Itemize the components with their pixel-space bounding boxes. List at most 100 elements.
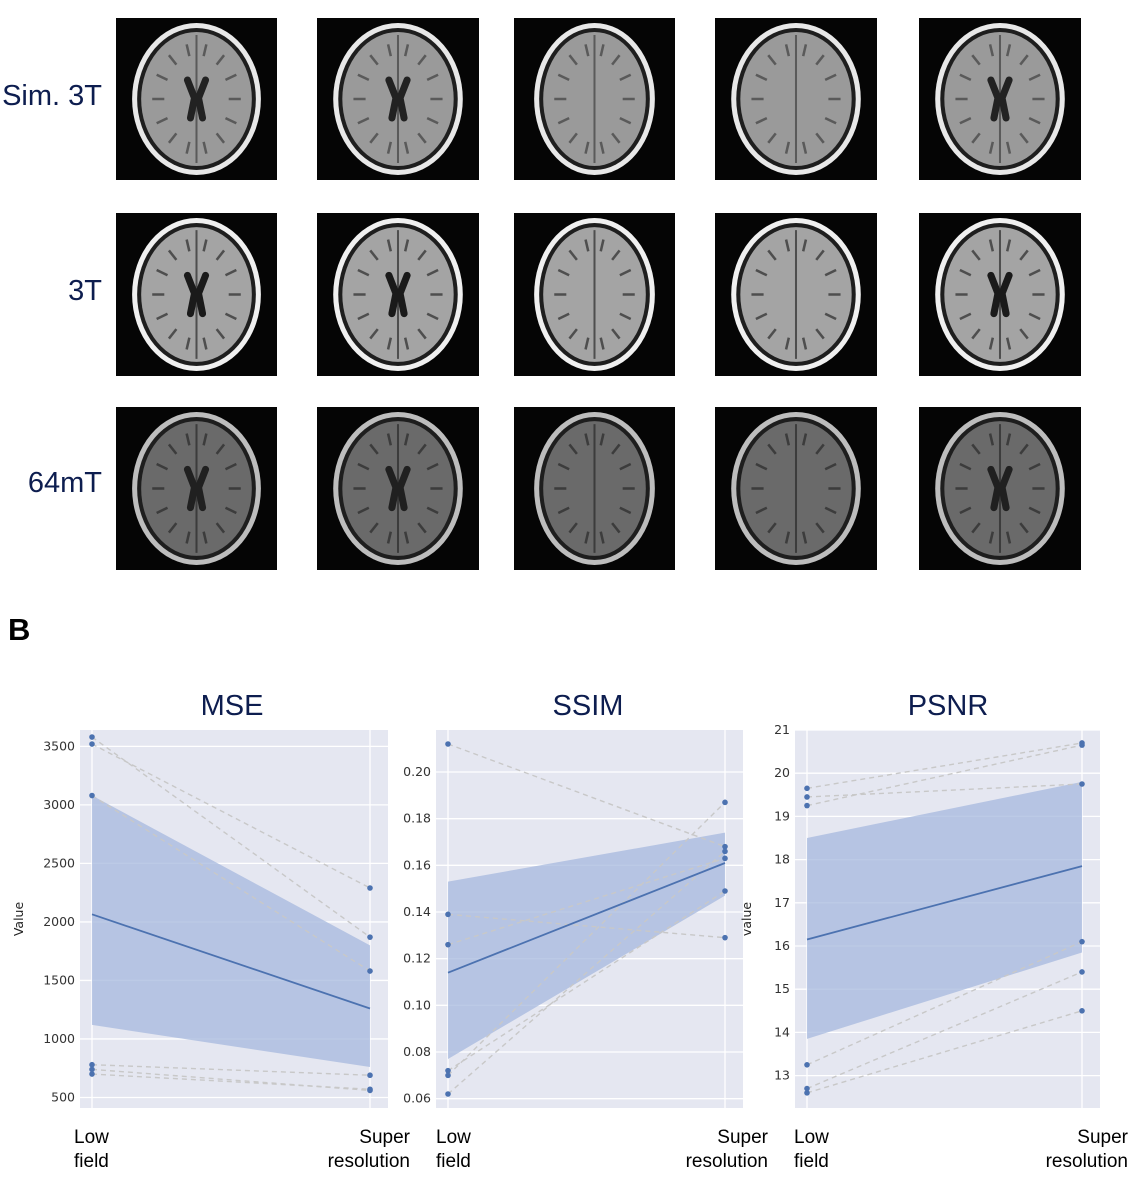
mean-line [806,865,1083,941]
data-point [722,855,728,862]
data-point [89,1061,95,1068]
y-axis-label: value [739,902,754,936]
y-tick-label: 3500 [43,738,75,753]
mri-scan-r1-c4 [715,18,877,180]
pair-line [447,890,726,1072]
ssim-xlabel-low: Low field [436,1127,471,1172]
y-tick-label: 2500 [43,855,75,870]
pair-line [447,743,726,848]
data-point [367,885,373,891]
data-point [445,741,451,747]
y-tick-label: 20 [774,765,790,780]
row-label-sim-3t: Sim. 3T [2,80,102,112]
y-tick-label: 13 [774,1068,790,1083]
y-tick-label: 1500 [43,972,75,987]
y-tick-label: 500 [51,1089,75,1104]
mri-scan-r1-c3 [514,18,675,180]
data-point [89,1066,95,1073]
panel-b-label: B [8,612,31,647]
y-axis-label: Value [11,902,26,937]
data-point [445,1091,451,1097]
data-point [445,1067,451,1074]
pair-line [806,783,1083,798]
y-tick-label: 21 [774,722,790,737]
y-tick-label: 0.14 [403,904,431,919]
data-point [445,941,451,948]
mri-scan-r3-c1 [116,407,277,570]
y-tick-label: 19 [774,808,790,823]
y-tick-label: 0.08 [403,1044,431,1059]
y-tick-label: 16 [774,938,790,953]
data-point [445,911,451,918]
chart-title-psnr: PSNR [907,690,989,722]
data-point [367,934,373,940]
confidence-band [448,832,725,1059]
row-label-64mt: 64mT [27,467,102,499]
y-tick-label: 18 [774,852,790,867]
pair-line [91,794,371,972]
data-point [804,1090,810,1096]
pair-line [806,1010,1083,1094]
y-tick-label: 2000 [43,914,75,929]
data-point [367,1086,373,1093]
y-tick-label: 14 [774,1024,790,1039]
data-point [89,734,95,740]
pair-line [447,850,726,1095]
pair-line [447,801,726,1076]
data-point [89,741,95,747]
data-point [1079,938,1085,945]
y-tick-label: 0.10 [403,997,431,1012]
pair-line [806,971,1083,1090]
data-point [722,848,728,855]
pair-line [91,1068,371,1092]
psnr-xlabel-low: Low field [794,1127,829,1172]
row-label-3t: 3T [68,275,102,307]
psnr-chart: 13 14 15 16 17 18 19 20 21 value [739,722,1100,1108]
y-tick-label: 0.20 [403,764,431,779]
mri-scan-r2-c2 [317,213,479,376]
pair-line [806,744,1083,807]
data-point [367,968,373,974]
chart-title-mse: MSE [200,690,264,722]
pair-line [806,742,1083,790]
data-point [89,792,95,799]
data-point [445,1072,451,1079]
data-point [722,799,728,806]
mri-scan-r3-c3 [514,407,675,570]
ssim-xlabel-super: Super resolution [685,1127,768,1172]
psnr-xlabel-super: Super resolution [1045,1127,1128,1172]
pair-line [91,736,371,938]
mri-scan-r3-c5 [919,407,1081,570]
y-tick-label: 15 [774,981,790,996]
y-tick-label: 3000 [43,797,75,812]
mri-scan-r2-c5 [919,213,1081,376]
mri-scan-r1-c2 [317,18,479,180]
mri-scan-r3-c4 [715,407,877,570]
data-point [804,802,810,809]
y-tick-label: 0.06 [403,1091,431,1106]
mri-scan-r2-c1 [116,213,277,376]
mri-scan-r3-c2 [317,407,479,570]
chart-title-ssim: SSIM [552,690,624,722]
pair-line [447,913,726,939]
pair-line [91,743,371,889]
data-point [804,1085,810,1092]
ssim-chart: 0.06 0.08 0.10 0.12 0.14 0.16 0.18 0.20 [403,730,743,1108]
pair-line [91,1064,371,1076]
y-tick-label: 0.16 [403,857,431,872]
confidence-band [807,781,1082,1039]
mse-xlabel-super: Super resolution [327,1127,410,1172]
data-point [722,888,728,894]
mean-line [447,862,726,974]
y-tick-label: 17 [774,895,790,910]
data-point [1079,781,1085,787]
data-point [367,1072,373,1079]
y-tick-label: 0.18 [403,811,431,826]
data-point [1079,969,1085,975]
data-point [1079,1008,1085,1014]
confidence-band [92,795,370,1068]
data-point [1079,742,1085,748]
data-point [89,1071,95,1077]
y-tick-label: 1000 [43,1031,75,1046]
mse-xlabel-low: Low field [74,1127,109,1172]
